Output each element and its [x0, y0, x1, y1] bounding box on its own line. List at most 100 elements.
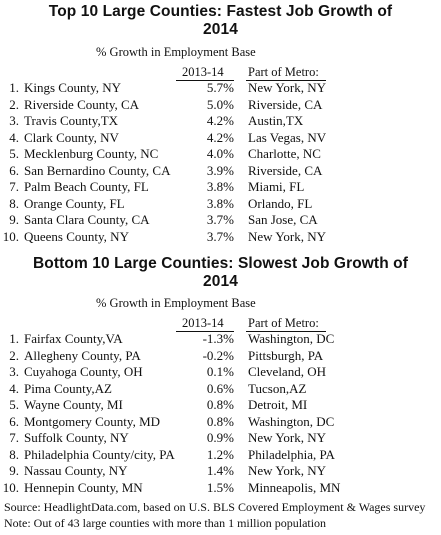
growth-percent: -0.2%	[202, 347, 234, 363]
top-table-body: 1. Kings County, NY 5.7% New York, NY 2. Rive…	[0, 80, 441, 245]
table-row: 7. Suffolk County, NY 0.9% New York, NY	[0, 430, 441, 447]
table-row: 6. San Bernardino County, CA 3.9% Riverside…	[0, 163, 441, 180]
county-name: Riverside County, CA	[24, 96, 140, 112]
bottom-period-underline	[176, 331, 234, 332]
table-row: 7. Palm Beach County, FL 3.8% Miami, FL	[0, 179, 441, 196]
county-name: Kings County, NY	[24, 80, 122, 95]
population-note: Note: Out of 43 large counties with more…	[4, 516, 327, 530]
rank-number: 3.	[9, 113, 19, 128]
metro-name: New York, NY	[248, 80, 327, 95]
metro-name: Washington, DC	[248, 413, 335, 429]
table-row: 4. Clark County, NV 4.2% Las Vegas, NV	[0, 130, 441, 147]
county-name: Suffolk County, NY	[24, 430, 129, 445]
source-note: Source: HeadlightData.com, based on U.S.…	[4, 500, 426, 514]
rank-number: 9.	[9, 463, 19, 478]
growth-percent: 0.8%	[206, 413, 234, 429]
rank-number: 8.	[9, 446, 19, 462]
county-name: San Bernardino County, CA	[24, 162, 171, 178]
bottom-col-period: 2013-14	[182, 316, 224, 330]
county-name: Queens County, NY	[24, 228, 129, 244]
rank-number: 4.	[9, 129, 19, 145]
bottom-table-body: 1. Fairfax County,VA -1.3% Washington, DC 2.…	[0, 331, 441, 496]
metro-name: Philadelphia, PA	[248, 446, 335, 462]
rank-number: 1.	[9, 80, 19, 95]
metro-name: Riverside, CA	[248, 96, 323, 112]
rank-number: 4.	[9, 380, 19, 396]
table-row: 2. Riverside County, CA 5.0% Riverside, CA	[0, 97, 441, 114]
growth-percent: 4.0%	[206, 146, 234, 161]
county-name: Travis County,TX	[24, 113, 119, 128]
growth-percent: 4.2%	[206, 129, 234, 145]
top-title-line2: 2014	[203, 21, 238, 38]
growth-percent: 5.0%	[206, 96, 234, 112]
county-name: Orange County, FL	[24, 195, 125, 211]
growth-percent: 0.6%	[206, 380, 234, 396]
rank-number: 10.	[2, 479, 19, 495]
growth-percent: 3.9%	[206, 162, 234, 178]
growth-percent: -1.3%	[202, 331, 234, 346]
table-row: 10. Hennepin County, MN 1.5% Minneapolis, M…	[0, 480, 441, 497]
metro-name: Tucson,AZ	[248, 380, 307, 396]
county-name: Hennepin County, MN	[24, 479, 143, 495]
metro-name: San Jose, CA	[248, 212, 318, 227]
top-period-underline	[176, 80, 234, 81]
rank-number: 3.	[9, 364, 19, 379]
metro-name: Austin,TX	[248, 113, 304, 128]
county-name: Fairfax County,VA	[24, 331, 123, 346]
growth-percent: 0.9%	[206, 430, 234, 445]
metro-name: Pittsburgh, PA	[248, 347, 324, 363]
table-row: 8. Orange County, FL 3.8% Orlando, FL	[0, 196, 441, 213]
rank-number: 7.	[9, 179, 19, 194]
county-name: Philadelphia County/city, PA	[24, 446, 175, 462]
top-col-period: 2013-14	[182, 65, 224, 79]
table-row: 9. Santa Clara County, CA 3.7% San Jose, CA	[0, 212, 441, 229]
table-row: 5. Wayne County, MI 0.8% Detroit, MI	[0, 397, 441, 414]
growth-percent: 1.5%	[206, 479, 234, 495]
rank-number: 2.	[9, 347, 19, 363]
growth-percent: 3.7%	[206, 212, 234, 227]
table-row: 8. Philadelphia County/city, PA 1.2% Philad…	[0, 447, 441, 464]
county-name: Pima County,AZ	[24, 380, 112, 396]
table-row: 5. Mecklenburg County, NC 4.0% Charlotte, N…	[0, 146, 441, 163]
table-row: 3. Cuyahoga County, OH 0.1% Cleveland, OH	[0, 364, 441, 381]
metro-name: Charlotte, NC	[248, 146, 321, 161]
metro-name: Minneapolis, MN	[248, 479, 341, 495]
metro-name: Orlando, FL	[248, 195, 313, 211]
bottom-title-line2: 2014	[203, 273, 238, 290]
metro-name: Detroit, MI	[248, 397, 308, 412]
metro-name: Las Vegas, NV	[248, 129, 327, 145]
table-row: 3. Travis County,TX 4.2% Austin,TX	[0, 113, 441, 130]
county-name: Allegheny County, PA	[24, 347, 141, 363]
bottom-subtitle: % Growth in Employment Base	[96, 296, 256, 310]
county-name: Cuyahoga County, OH	[24, 364, 143, 379]
county-name: Nassau County, NY	[24, 463, 128, 478]
rank-number: 2.	[9, 96, 19, 112]
growth-percent: 3.7%	[206, 228, 234, 244]
table-row: 6. Montgomery County, MD 0.8% Washington, D…	[0, 414, 441, 431]
metro-name: Washington, DC	[248, 331, 335, 346]
county-name: Wayne County, MI	[24, 397, 123, 412]
top-title-line1: Top 10 Large Counties: Fastest Job Growt…	[48, 3, 393, 20]
rank-number: 9.	[9, 212, 19, 227]
rank-number: 6.	[9, 413, 19, 429]
rank-number: 7.	[9, 430, 19, 445]
county-name: Santa Clara County, CA	[24, 212, 150, 227]
growth-percent: 3.8%	[206, 179, 234, 194]
bottom-title-line1: Bottom 10 Large Counties: Slowest Job Gr…	[33, 255, 408, 272]
top-col-metro: Part of Metro:	[248, 65, 319, 79]
table-row: 4. Pima County,AZ 0.6% Tucson,AZ	[0, 381, 441, 398]
table-row: 9. Nassau County, NY 1.4% New York, NY	[0, 463, 441, 480]
top-metro-underline	[246, 80, 326, 81]
growth-percent: 1.2%	[206, 446, 234, 462]
growth-percent: 1.4%	[206, 463, 234, 478]
rank-number: 5.	[9, 146, 19, 161]
rank-number: 1.	[9, 331, 19, 346]
rank-number: 6.	[9, 162, 19, 178]
bottom-col-metro: Part of Metro:	[248, 316, 319, 330]
rank-number: 5.	[9, 397, 19, 412]
rank-number: 8.	[9, 195, 19, 211]
growth-percent: 0.8%	[206, 397, 234, 412]
table-row: 2. Allegheny County, PA -0.2% Pittsburgh, P…	[0, 348, 441, 365]
growth-percent: 4.2%	[206, 113, 234, 128]
table-row: 1. Kings County, NY 5.7% New York, NY	[0, 80, 441, 97]
